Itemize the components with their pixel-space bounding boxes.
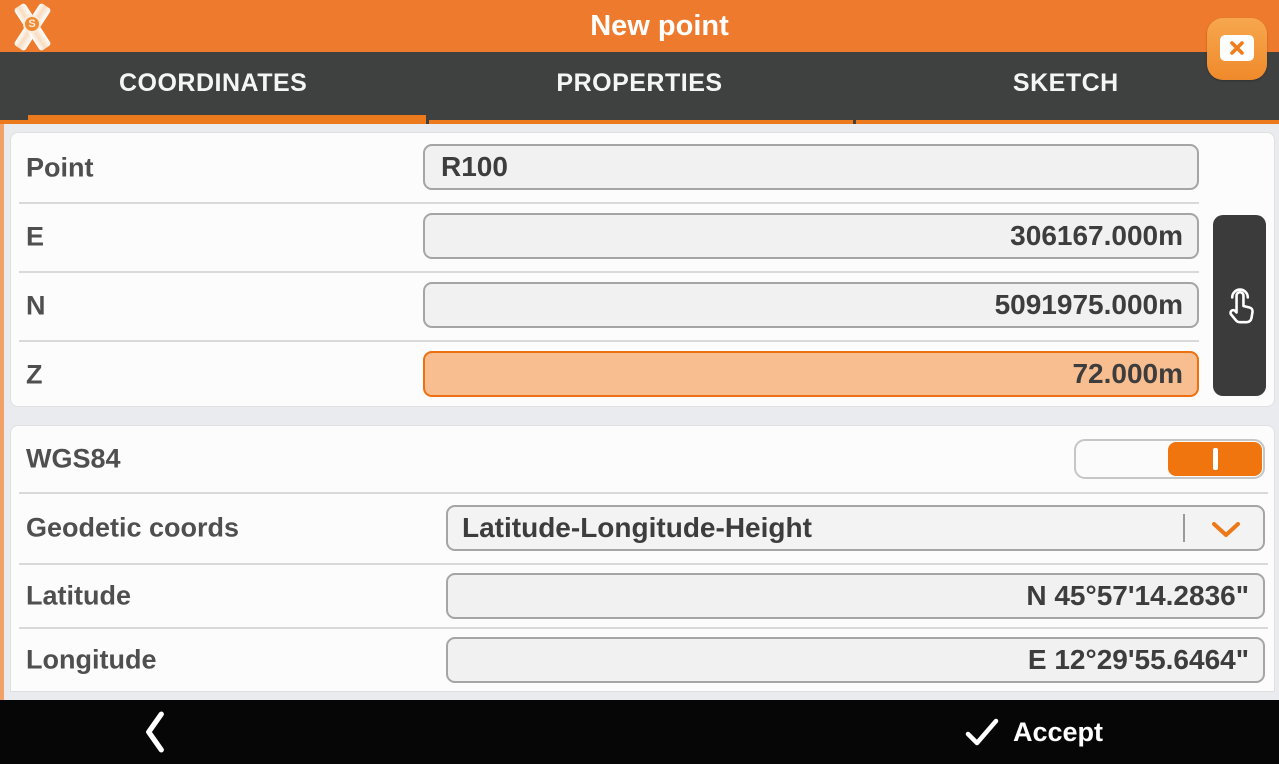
wgs84-card: WGS84 Geodetic coords Latitude-Longitude… xyxy=(10,425,1275,692)
tab-coordinates[interactable]: COORDINATES xyxy=(118,68,308,97)
east-label: E xyxy=(26,221,45,252)
back-button[interactable] xyxy=(110,700,200,764)
chevron-down-icon xyxy=(1212,522,1240,537)
tab-properties[interactable]: PROPERTIES xyxy=(556,68,723,97)
tab-divider xyxy=(426,120,429,124)
east-input[interactable]: 306167.000m xyxy=(423,213,1199,259)
geodetic-coords-label: Geodetic coords xyxy=(26,512,240,543)
longitude-input[interactable]: E 12°29'55.6464" xyxy=(446,637,1265,683)
latitude-input[interactable]: N 45°57'14.2836" xyxy=(446,573,1265,619)
title-bar: S New point xyxy=(0,0,1279,52)
geodetic-coords-dropdown[interactable]: Latitude-Longitude-Height xyxy=(446,505,1265,551)
row-separator xyxy=(19,202,1199,204)
page-title: New point xyxy=(590,9,729,42)
bottom-action-bar: Accept xyxy=(0,700,1279,764)
wgs84-label: WGS84 xyxy=(26,443,121,474)
row-separator xyxy=(19,271,1199,273)
tap-hand-icon xyxy=(1228,287,1254,323)
toggle-on-indicator xyxy=(1212,448,1218,470)
longitude-value: E 12°29'55.6464" xyxy=(1027,644,1249,675)
point-value: R100 xyxy=(441,151,508,182)
north-label: N xyxy=(26,290,46,321)
row-separator xyxy=(19,563,1268,565)
dropdown-selected-value: Latitude-Longitude-Height xyxy=(462,512,812,543)
east-value: 306167.000m xyxy=(1010,220,1183,251)
checkmark-icon xyxy=(965,718,999,746)
back-chevron-icon xyxy=(146,711,164,753)
accept-button[interactable]: Accept xyxy=(965,700,1103,764)
longitude-label: Longitude xyxy=(26,644,157,675)
grid-coordinates-card: Point R100 E 306167.000m N 5091975.000m … xyxy=(10,132,1275,407)
close-icon xyxy=(1220,35,1254,61)
accept-label: Accept xyxy=(1013,716,1104,747)
close-button[interactable] xyxy=(1207,18,1267,80)
latitude-value: N 45°57'14.2836" xyxy=(1026,580,1249,611)
point-label: Point xyxy=(26,152,94,183)
row-separator xyxy=(19,340,1199,342)
active-tab-underline xyxy=(28,115,426,124)
elevation-value: 72.000m xyxy=(1072,358,1183,389)
form-content: Point R100 E 306167.000m N 5091975.000m … xyxy=(0,124,1279,700)
latitude-label: Latitude xyxy=(26,580,131,611)
elevation-input[interactable]: 72.000m xyxy=(423,351,1199,397)
logo-s-badge: S xyxy=(23,15,41,33)
scroll-handle[interactable] xyxy=(1213,215,1266,396)
tab-divider xyxy=(853,120,856,124)
dropdown-divider xyxy=(1183,514,1185,542)
tab-underline-base xyxy=(0,120,1279,124)
point-input[interactable]: R100 xyxy=(423,144,1199,190)
wgs84-toggle[interactable] xyxy=(1074,439,1265,479)
stonex-logo-icon: S xyxy=(9,2,57,52)
elevation-label: Z xyxy=(26,359,43,390)
north-input[interactable]: 5091975.000m xyxy=(423,282,1199,328)
tab-bar: COORDINATES PROPERTIES SKETCH xyxy=(0,52,1279,124)
row-separator xyxy=(19,492,1268,494)
north-value: 5091975.000m xyxy=(994,289,1183,320)
left-edge-accent xyxy=(0,124,4,700)
row-separator xyxy=(19,627,1268,629)
toggle-thumb xyxy=(1168,442,1262,476)
tab-sketch[interactable]: SKETCH xyxy=(1012,68,1119,97)
